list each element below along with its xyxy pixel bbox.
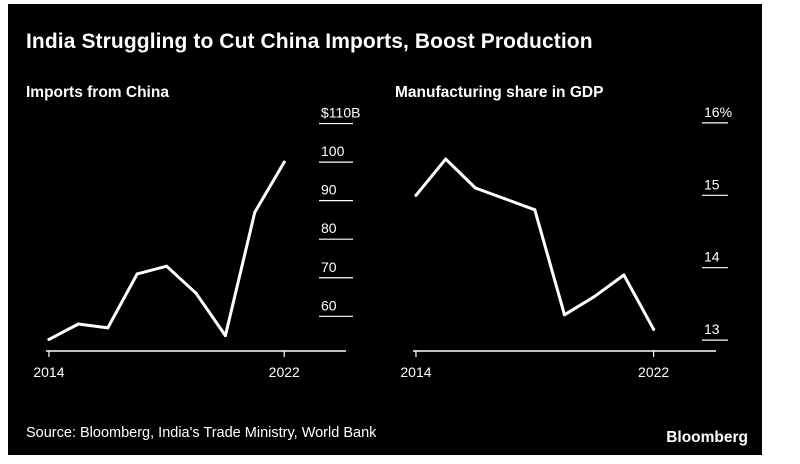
- manufacturing-chart: 2014 2022 13 14 15 16%: [400, 104, 732, 380]
- mfg-data-point: [414, 193, 418, 197]
- chart-title-imports: Imports from China: [26, 84, 169, 101]
- mfg-data-point: [473, 186, 477, 190]
- imports-data-point: [253, 210, 257, 214]
- imports-y-tick-label: 70: [321, 259, 337, 275]
- page-title: India Struggling to Cut China Imports, B…: [26, 30, 593, 53]
- mfg-y-tick-label: 16%: [704, 104, 732, 120]
- imports-data-point: [47, 337, 51, 341]
- imports-x-tick-label: 2022: [269, 364, 300, 380]
- mfg-series-line: [414, 157, 656, 331]
- mfg-y-tick-label: 15: [704, 176, 720, 192]
- mfg-y-tick-label: 13: [704, 321, 720, 337]
- imports-y-tick-label: 90: [321, 182, 337, 198]
- imports-data-point: [223, 334, 227, 338]
- mfg-data-point: [503, 197, 507, 201]
- imports-data-point: [165, 264, 169, 268]
- mfg-data-point: [622, 273, 626, 277]
- imports-y-tick-label: 60: [321, 297, 337, 313]
- imports-chart: 2014 2022 60 70 80 90 100 $110B: [33, 105, 360, 380]
- imports-y-tick-label: 100: [321, 143, 345, 159]
- imports-data-point: [76, 322, 80, 326]
- imports-y-tick-label: $110B: [321, 105, 360, 121]
- source-note: Source: Bloomberg, India's Trade Ministr…: [26, 425, 377, 441]
- chart-title-manufacturing: Manufacturing share in GDP: [395, 84, 604, 101]
- mfg-data-point: [563, 313, 566, 317]
- imports-data-point: [106, 326, 110, 330]
- imports-x-tick-label: 2014: [33, 364, 64, 380]
- imports-y-tick-label: 80: [321, 220, 337, 236]
- imports-data-point: [282, 160, 286, 164]
- mfg-data-point: [652, 327, 656, 331]
- imports-data-point: [135, 272, 139, 276]
- mfg-data-point: [444, 157, 448, 161]
- mfg-x-tick-label: 2022: [638, 364, 669, 380]
- bloomberg-logo: Bloomberg: [666, 429, 748, 446]
- imports-data-point: [194, 291, 198, 295]
- mfg-data-point: [592, 295, 596, 299]
- mfg-data-point: [533, 208, 537, 212]
- chart-panel: India Struggling to Cut China Imports, B…: [8, 4, 762, 455]
- mfg-x-tick-label: 2014: [400, 364, 431, 380]
- mfg-y-tick-label: 14: [704, 249, 720, 265]
